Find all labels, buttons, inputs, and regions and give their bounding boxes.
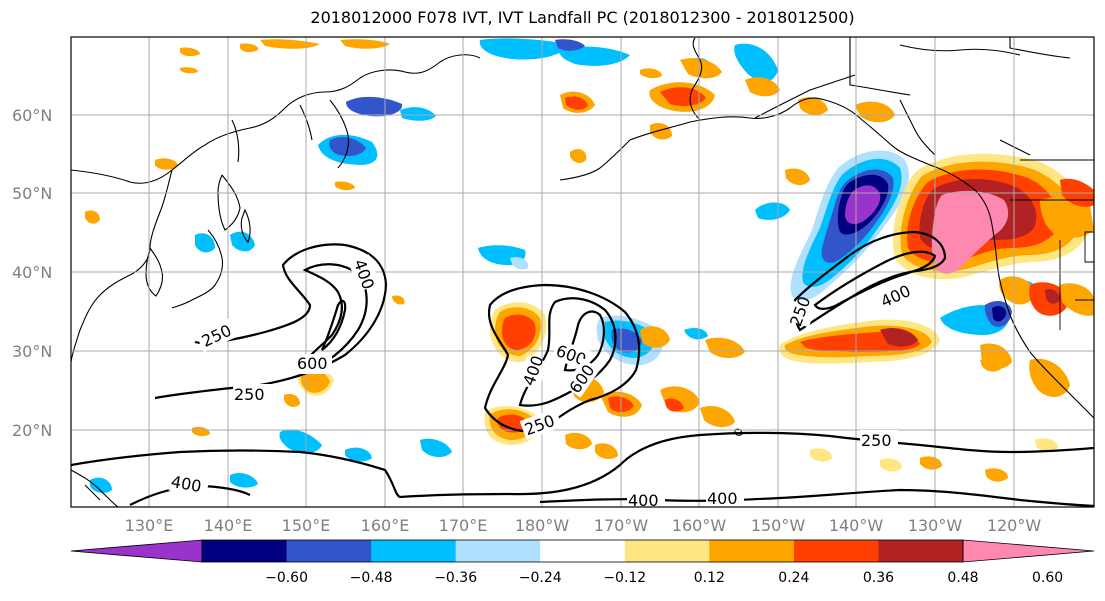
colorbar-swatch <box>624 540 710 562</box>
colorbar-tick-label: −0.36 <box>434 570 477 586</box>
lon-label: 140°E <box>204 516 253 535</box>
lon-label: 170°E <box>439 516 488 535</box>
latitude-labels: 60°N 50°N 40°N 30°N 20°N <box>12 106 52 440</box>
coastlines <box>71 37 1094 507</box>
colorbar-swatch <box>455 540 541 562</box>
lon-label: 130°E <box>125 516 174 535</box>
contour-label: 400 <box>628 491 659 510</box>
graticule <box>71 37 1094 507</box>
contour-label: 400 <box>707 489 738 508</box>
colorbar-swatch <box>202 540 288 562</box>
colorbar-tick-label: 0.60 <box>1032 570 1063 586</box>
lon-label: 180°W <box>515 516 570 535</box>
colorbar-tick-label: −0.24 <box>519 570 562 586</box>
lat-label: 20°N <box>12 421 52 440</box>
colorbar-outline <box>201 539 964 563</box>
contour-label: 600 <box>297 354 328 373</box>
map-title: 2018012000 F078 IVT, IVT Landfall PC (20… <box>310 8 855 27</box>
lon-label: 150°E <box>282 516 331 535</box>
map-frame <box>70 36 1095 508</box>
colorbar-tick-label: 0.48 <box>947 570 978 586</box>
colorbar-swatch <box>371 540 457 562</box>
colorbar-tick-label: 0.12 <box>694 570 725 586</box>
lon-label: 130°W <box>908 516 963 535</box>
lon-label: 150°W <box>751 516 806 535</box>
contour-label: 250 <box>861 431 892 450</box>
colorbar: −0.60 −0.48 −0.36 −0.24 −0.12 0.12 0.24 0.36 0.4… <box>70 539 1095 586</box>
lat-label: 40°N <box>12 263 52 282</box>
colorbar-swatch <box>286 540 372 562</box>
colorbar-tick-label: 0.36 <box>863 570 894 586</box>
colorbar-swatch <box>540 540 626 562</box>
colorbar-swatch <box>709 540 795 562</box>
colorbar-swatch <box>793 540 879 562</box>
contour-label: 250 <box>234 385 265 404</box>
colorbar-tick-label: 0.24 <box>778 570 809 586</box>
colorbar-swatch <box>878 540 964 562</box>
lon-label: 160°W <box>672 516 727 535</box>
lon-label: 140°W <box>829 516 884 535</box>
colorbar-extend-low <box>70 539 203 563</box>
colorbar-tick-label: −0.12 <box>603 570 646 586</box>
colorbar-tick-label: −0.60 <box>265 570 308 586</box>
lon-label: 170°W <box>594 516 649 535</box>
lat-label: 50°N <box>12 184 52 203</box>
lat-label: 30°N <box>12 342 52 361</box>
longitude-labels: 130°E 140°E 150°E 160°E 170°E 180°W 170°… <box>125 516 1042 535</box>
lat-label: 60°N <box>12 106 52 125</box>
lon-label: 160°E <box>361 516 410 535</box>
colorbar-tick-label: −0.48 <box>350 570 393 586</box>
lon-label: 120°W <box>987 516 1042 535</box>
colorbar-extend-high <box>962 539 1095 563</box>
